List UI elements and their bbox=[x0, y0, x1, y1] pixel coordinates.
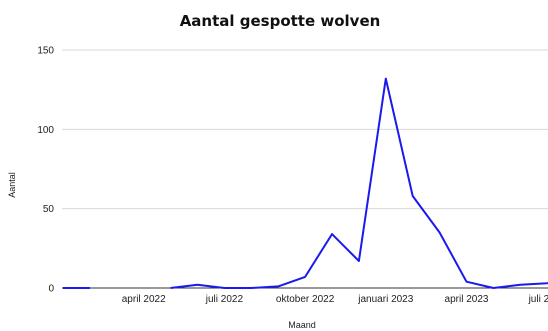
x-tick-label: april 2022 bbox=[122, 294, 166, 305]
x-tick-label: april 2023 bbox=[445, 294, 489, 305]
x-tick-label: oktober 2022 bbox=[276, 294, 335, 305]
y-tick-label: 0 bbox=[48, 284, 54, 295]
series-line bbox=[170, 77, 548, 289]
grid-layer bbox=[62, 49, 548, 289]
series-layer bbox=[63, 77, 548, 289]
y-axis-label: Aantal bbox=[7, 172, 17, 198]
chart-title: Aantal gespotte wolven bbox=[180, 12, 381, 30]
y-tick-label: 100 bbox=[37, 125, 54, 136]
x-axis-ticks: april 2022 juli 2022 oktober 2022 januari 2… bbox=[122, 294, 548, 305]
x-axis-label: Maand bbox=[288, 320, 316, 330]
x-tick-label: juli 2022 bbox=[205, 294, 244, 305]
y-tick-label: 150 bbox=[37, 46, 54, 57]
y-tick-label: 50 bbox=[43, 204, 55, 215]
x-tick-label: januari 2023 bbox=[357, 294, 413, 305]
x-tick-label: juli 2023 bbox=[528, 294, 548, 305]
y-axis-ticks: 0 50 100 150 bbox=[37, 46, 54, 295]
